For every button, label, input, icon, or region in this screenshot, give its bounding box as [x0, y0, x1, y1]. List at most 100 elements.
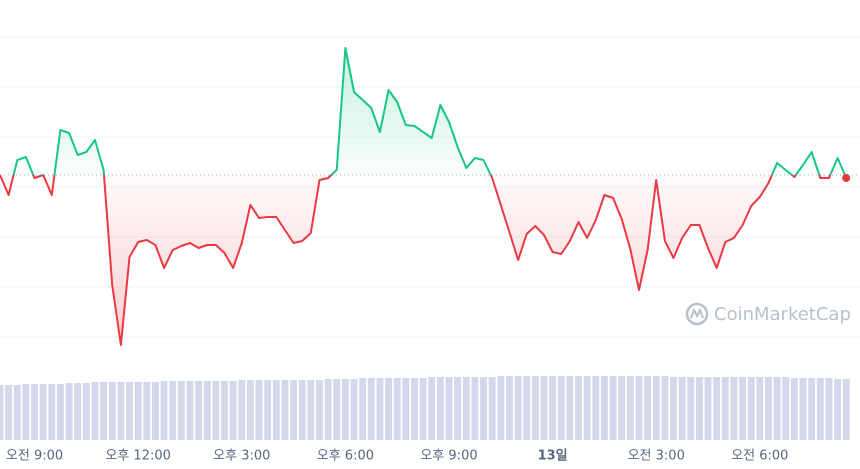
x-tick-label: 13일: [538, 449, 568, 464]
volume-bar: [609, 376, 617, 440]
last-price-dot: [842, 174, 851, 182]
volume-bar: [186, 381, 194, 440]
volume-bar: [540, 376, 548, 440]
volume-bar: [134, 382, 142, 440]
volume-bar: [730, 377, 738, 440]
volume-bar: [799, 378, 807, 440]
volume-bar: [255, 380, 263, 440]
volume-bar: [160, 381, 168, 440]
price-area: [0, 48, 847, 345]
volume-bar: [618, 376, 626, 440]
volume-bar: [126, 382, 133, 440]
volume-bar: [22, 384, 30, 440]
volume-bar: [203, 381, 211, 440]
volume-bar: [480, 377, 487, 440]
volume-bar: [687, 377, 695, 440]
volume-bar: [264, 380, 272, 440]
volume-bar: [531, 376, 539, 440]
volume-bar: [350, 379, 358, 440]
volume-bar: [825, 378, 833, 440]
volume-bar: [316, 380, 323, 440]
volume-bar: [229, 381, 237, 440]
volume-bar: [402, 378, 410, 440]
volume-bar: [670, 377, 677, 440]
volume-bar: [644, 376, 652, 440]
volume-bar: [471, 377, 479, 440]
volume-bar: [436, 377, 444, 440]
volume-bar: [514, 376, 522, 440]
volume-bar: [497, 376, 505, 440]
volume-bar: [773, 377, 781, 440]
volume-bar: [834, 379, 842, 440]
x-tick-label: 오전 3:00: [628, 449, 685, 464]
volume-bar: [82, 383, 90, 440]
volume-bar: [221, 381, 228, 440]
volume-bar: [739, 377, 747, 440]
volume-bar: [652, 376, 660, 440]
volume-bar: [592, 376, 600, 440]
volume-bar: [756, 377, 764, 440]
volume-bar: [600, 376, 608, 440]
volume-bar: [39, 384, 47, 440]
volume-bar: [393, 378, 401, 440]
volume-bar: [505, 376, 513, 440]
volume-bar: [454, 377, 462, 440]
volume-bar: [333, 379, 341, 440]
x-tick-label: 오후 12:00: [105, 449, 171, 464]
volume-bar: [583, 376, 591, 440]
volume-bar: [462, 377, 470, 440]
volume-bar: [626, 376, 634, 440]
volume-bar: [678, 377, 686, 440]
volume-bar: [367, 378, 375, 440]
watermark: CoinMarketCap: [685, 302, 851, 326]
volume-bar: [842, 379, 850, 440]
volume-bar: [91, 382, 99, 440]
volume-bar: [169, 381, 177, 440]
volume-bar: [177, 381, 185, 440]
volume-bar: [238, 380, 246, 440]
volume-bar: [488, 377, 496, 440]
x-tick-label: 오전 9:00: [6, 449, 63, 464]
volume-bar: [747, 377, 755, 440]
volume-bar: [290, 380, 298, 440]
volume-bar: [272, 380, 280, 440]
volume-bar: [704, 377, 712, 440]
price-line: [0, 47, 848, 346]
x-tick-label: 오전 6:00: [731, 449, 788, 464]
watermark-text: CoinMarketCap: [714, 304, 851, 325]
volume-bar: [695, 377, 703, 440]
volume-bar: [661, 376, 669, 440]
volume-bar: [575, 376, 582, 440]
volume-bar: [635, 376, 643, 440]
volume-bar: [428, 377, 436, 440]
volume-bar: [765, 377, 772, 440]
volume-bar: [376, 378, 384, 440]
volume-bar: [108, 382, 116, 440]
volume-bar: [65, 383, 73, 440]
volume-bar: [195, 381, 203, 440]
volume-bar: [143, 382, 151, 440]
volume-bar: [566, 376, 574, 440]
volume-bar: [341, 379, 349, 440]
volume-bar: [324, 379, 332, 440]
volume-bar: [74, 383, 82, 440]
volume-bar: [808, 378, 816, 440]
volume-bar: [713, 377, 721, 440]
volume-bar: [359, 378, 367, 440]
volume-bar: [782, 377, 790, 440]
volume-bar: [0, 385, 4, 440]
volume-bar: [151, 382, 159, 440]
volume-bar: [549, 376, 557, 440]
volume-bar: [281, 380, 289, 440]
volume-bar: [5, 385, 13, 440]
volume-bar: [246, 380, 254, 440]
x-tick-label: 오후 9:00: [420, 449, 477, 464]
volume-bar: [117, 382, 125, 440]
volume-bar: [445, 377, 453, 440]
volume-bar: [307, 380, 315, 440]
volume-bar: [13, 385, 21, 440]
volume-bar: [721, 377, 729, 440]
volume-bar: [816, 378, 824, 440]
volume-bar: [419, 378, 427, 440]
